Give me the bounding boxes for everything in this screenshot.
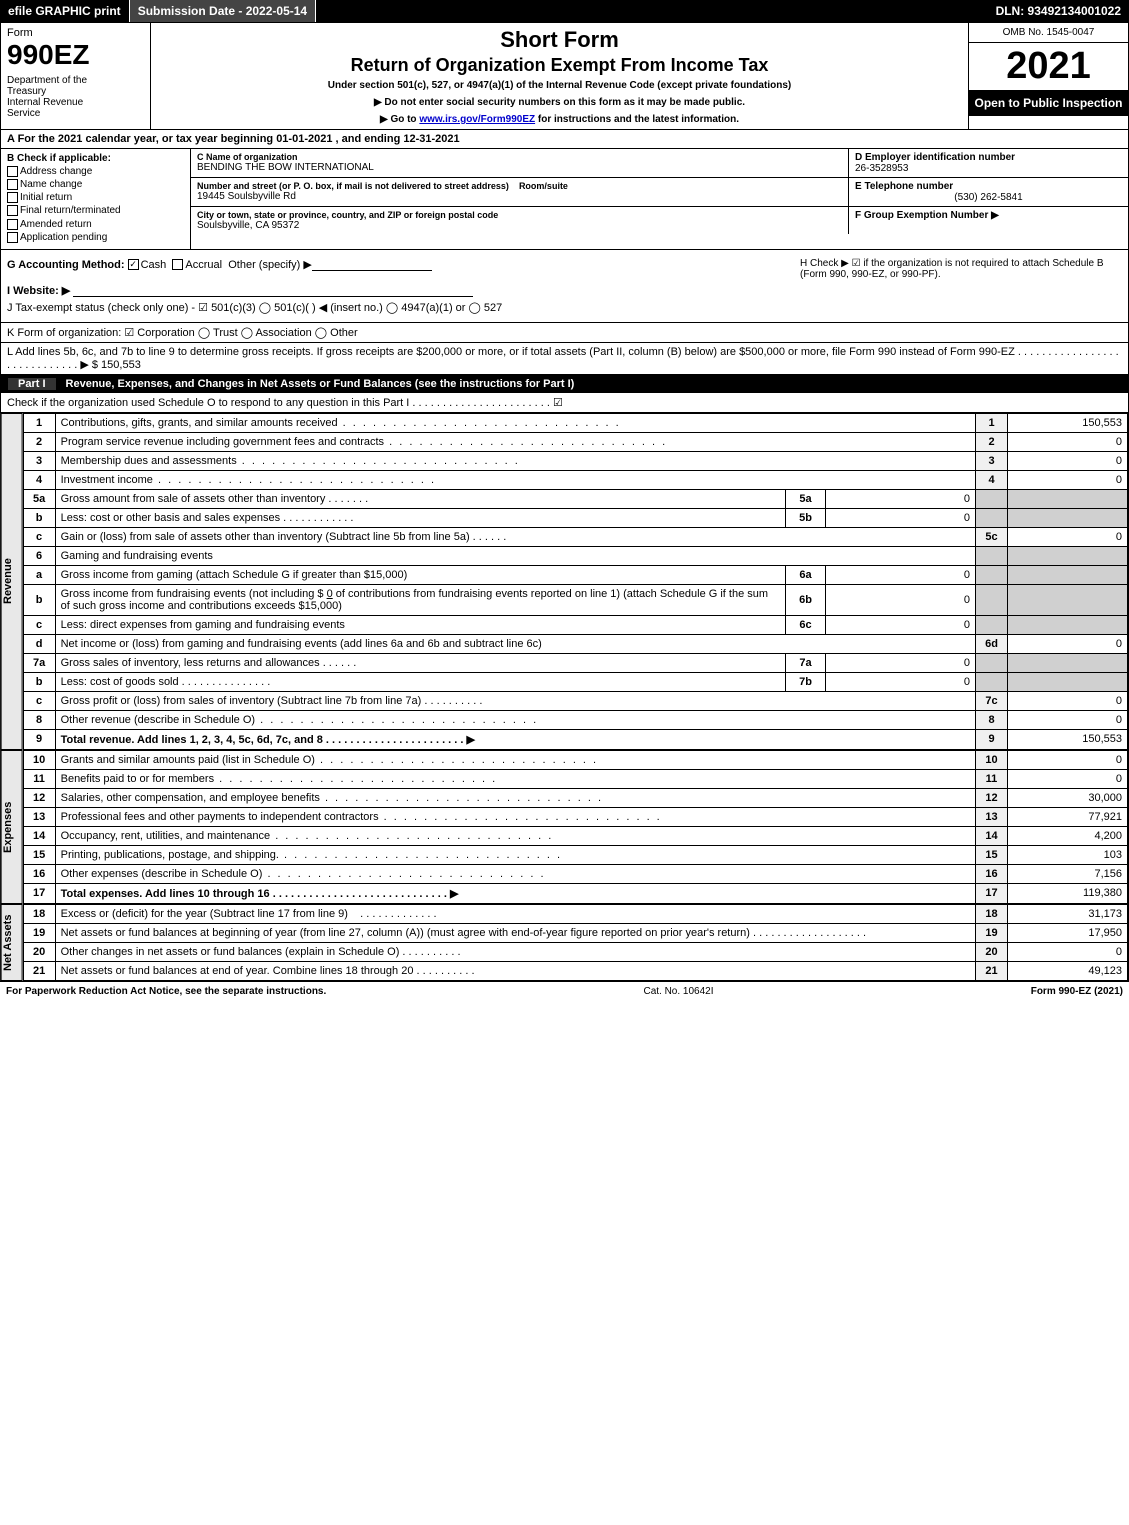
line12-amount: 30,000 bbox=[1008, 788, 1128, 807]
line11-amount: 0 bbox=[1008, 769, 1128, 788]
chk-cash[interactable] bbox=[128, 259, 139, 270]
tax-year: 2021 bbox=[969, 43, 1128, 90]
line16-amount: 7,156 bbox=[1008, 864, 1128, 883]
line13-amount: 77,921 bbox=[1008, 807, 1128, 826]
netassets-tab: Net Assets bbox=[1, 904, 23, 981]
line6d-amount: 0 bbox=[1008, 634, 1128, 653]
city-value: Soulsbyville, CA 95372 bbox=[197, 220, 842, 231]
street-label: Number and street (or P. O. box, if mail… bbox=[197, 181, 509, 191]
expenses-tab: Expenses bbox=[1, 750, 23, 904]
footer-catno: Cat. No. 10642I bbox=[643, 986, 713, 997]
K-line: K Form of organization: ☑ Corporation ◯ … bbox=[0, 323, 1129, 343]
efile-label[interactable]: efile GRAPHIC print bbox=[0, 0, 130, 22]
L-value: 150,553 bbox=[101, 359, 141, 371]
line5c-amount: 0 bbox=[1008, 527, 1128, 546]
line20-amount: 0 bbox=[1008, 942, 1128, 961]
chk-initial-return[interactable]: Initial return bbox=[7, 192, 184, 203]
page-footer: For Paperwork Reduction Act Notice, see … bbox=[0, 981, 1129, 1001]
part1-title: Revenue, Expenses, and Changes in Net As… bbox=[66, 378, 575, 390]
chk-final-return[interactable]: Final return/terminated bbox=[7, 205, 184, 216]
revenue-section: Revenue 1Contributions, gifts, grants, a… bbox=[0, 413, 1129, 750]
chk-address-change[interactable]: Address change bbox=[7, 166, 184, 177]
part1-schedO: Check if the organization used Schedule … bbox=[0, 393, 1129, 413]
netassets-table: 18Excess or (deficit) for the year (Subt… bbox=[23, 904, 1128, 981]
part1-header: Part I Revenue, Expenses, and Changes in… bbox=[0, 375, 1129, 393]
submission-date: Submission Date - 2022-05-14 bbox=[130, 0, 316, 22]
street-value: 19445 Soulsbyville Rd bbox=[197, 191, 842, 202]
I-line: I Website: ▶ bbox=[7, 284, 1122, 297]
goto-line: ▶ Go to www.irs.gov/Form990EZ for instru… bbox=[159, 114, 960, 125]
subtitle: Under section 501(c), 527, or 4947(a)(1)… bbox=[159, 80, 960, 91]
E-cell: E Telephone number (530) 262-5841 bbox=[848, 178, 1128, 206]
org-name-value: BENDING THE BOW INTERNATIONAL bbox=[197, 162, 842, 173]
part1-num: Part I bbox=[8, 378, 56, 390]
section-BC: B Check if applicable: Address change Na… bbox=[0, 149, 1129, 250]
phone-label: E Telephone number bbox=[855, 181, 1122, 192]
line19-amount: 17,950 bbox=[1008, 923, 1128, 942]
expenses-table: 10Grants and similar amounts paid (list … bbox=[23, 750, 1128, 904]
warn-ssn: ▶ Do not enter social security numbers o… bbox=[159, 97, 960, 108]
form-header: Form 990EZ Department of theTreasuryInte… bbox=[0, 22, 1129, 130]
G-line: G Accounting Method: Cash Accrual Other … bbox=[7, 258, 792, 280]
line18-amount: 31,173 bbox=[1008, 904, 1128, 923]
D-cell: D Employer identification number 26-3528… bbox=[848, 149, 1128, 177]
chk-application-pending[interactable]: Application pending bbox=[7, 232, 184, 243]
line10-amount: 0 bbox=[1008, 750, 1128, 769]
line4-amount: 0 bbox=[1008, 470, 1128, 489]
dln-label: DLN: 93492134001022 bbox=[988, 0, 1129, 22]
title-short-form: Short Form bbox=[159, 27, 960, 53]
room-label: Room/suite bbox=[519, 181, 568, 191]
top-bar: efile GRAPHIC print Submission Date - 20… bbox=[0, 0, 1129, 22]
form-number: 990EZ bbox=[7, 39, 144, 71]
H-line: H Check ▶ ☑ if the organization is not r… bbox=[792, 258, 1122, 280]
col-B: B Check if applicable: Address change Na… bbox=[1, 149, 191, 249]
title-return: Return of Organization Exempt From Incom… bbox=[159, 55, 960, 76]
netassets-section: Net Assets 18Excess or (deficit) for the… bbox=[0, 904, 1129, 981]
goto-pre: ▶ Go to bbox=[380, 114, 419, 125]
line8-amount: 0 bbox=[1008, 710, 1128, 729]
ein-value: 26-3528953 bbox=[855, 163, 1122, 174]
line7c-amount: 0 bbox=[1008, 691, 1128, 710]
line9-amount: 150,553 bbox=[1008, 729, 1128, 749]
section-GHIJK: G Accounting Method: Cash Accrual Other … bbox=[0, 250, 1129, 323]
revenue-table: 1Contributions, gifts, grants, and simil… bbox=[23, 413, 1128, 750]
B-label: B Check if applicable: bbox=[7, 153, 184, 164]
street-cell: Number and street (or P. O. box, if mail… bbox=[191, 178, 848, 206]
col-C: C Name of organization BENDING THE BOW I… bbox=[191, 149, 1128, 249]
footer-left: For Paperwork Reduction Act Notice, see … bbox=[6, 986, 326, 997]
omb-number: OMB No. 1545-0047 bbox=[969, 23, 1128, 43]
revenue-tab: Revenue bbox=[1, 413, 23, 750]
org-name-cell: C Name of organization BENDING THE BOW I… bbox=[191, 149, 848, 177]
phone-value: (530) 262-5841 bbox=[855, 192, 1122, 203]
group-exemption-label: F Group Exemption Number ▶ bbox=[855, 210, 1122, 221]
line2-amount: 0 bbox=[1008, 432, 1128, 451]
chk-name-change[interactable]: Name change bbox=[7, 179, 184, 190]
header-left: Form 990EZ Department of theTreasuryInte… bbox=[1, 23, 151, 129]
line1-amount: 150,553 bbox=[1008, 413, 1128, 432]
line15-amount: 103 bbox=[1008, 845, 1128, 864]
footer-formref: Form 990-EZ (2021) bbox=[1031, 986, 1123, 997]
city-cell: City or town, state or province, country… bbox=[191, 207, 848, 234]
chk-accrual[interactable] bbox=[172, 259, 183, 270]
header-right: OMB No. 1545-0047 2021 Open to Public In… bbox=[968, 23, 1128, 129]
L-line: L Add lines 5b, 6c, and 7b to line 9 to … bbox=[0, 343, 1129, 375]
line21-amount: 49,123 bbox=[1008, 961, 1128, 980]
J-line: J Tax-exempt status (check only one) - ☑… bbox=[7, 301, 1122, 314]
form-word: Form bbox=[7, 27, 144, 39]
F-cell: F Group Exemption Number ▶ bbox=[848, 207, 1128, 234]
inspection-badge: Open to Public Inspection bbox=[969, 90, 1128, 116]
line14-amount: 4,200 bbox=[1008, 826, 1128, 845]
line3-amount: 0 bbox=[1008, 451, 1128, 470]
ein-label: D Employer identification number bbox=[855, 152, 1122, 163]
expenses-section: Expenses 10Grants and similar amounts pa… bbox=[0, 750, 1129, 904]
org-name-label: C Name of organization bbox=[197, 152, 842, 162]
chk-amended-return[interactable]: Amended return bbox=[7, 219, 184, 230]
line17-amount: 119,380 bbox=[1008, 883, 1128, 903]
goto-post: for instructions and the latest informat… bbox=[535, 114, 739, 125]
city-label: City or town, state or province, country… bbox=[197, 210, 842, 220]
row-A: A For the 2021 calendar year, or tax yea… bbox=[0, 130, 1129, 149]
header-center: Short Form Return of Organization Exempt… bbox=[151, 23, 968, 129]
goto-link[interactable]: www.irs.gov/Form990EZ bbox=[419, 114, 535, 125]
dept-label: Department of theTreasuryInternal Revenu… bbox=[7, 75, 144, 119]
